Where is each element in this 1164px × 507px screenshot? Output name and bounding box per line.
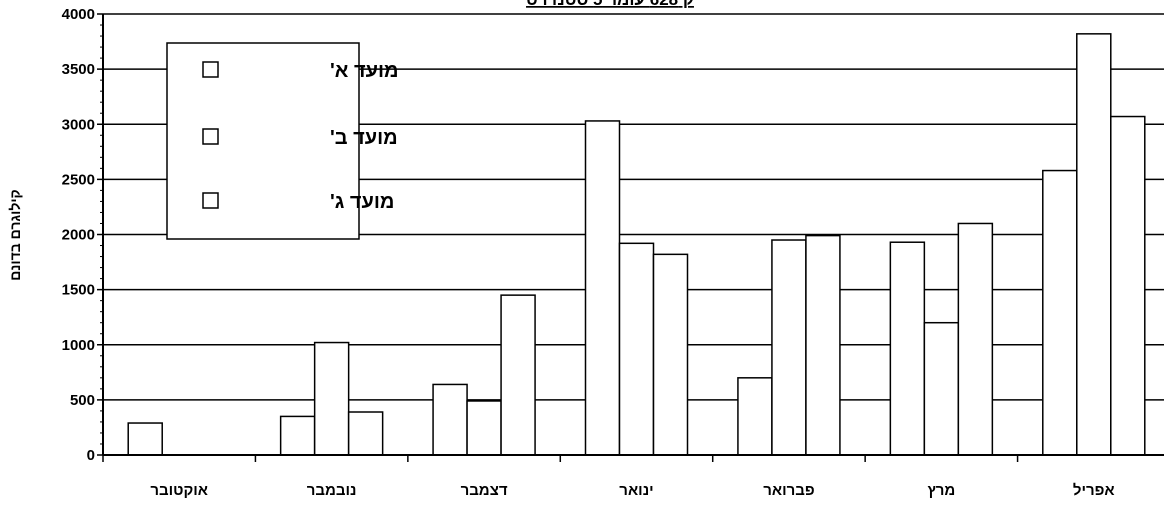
bar [500,294,536,456]
bar [1042,169,1078,456]
bar [771,239,807,456]
bar [279,415,316,456]
legend-label: מועד ג' [330,191,394,213]
y-tick-label: 2000 [62,227,95,244]
bar [805,234,841,456]
bar [618,242,655,456]
y-tick-label: 1500 [62,282,95,299]
y-tick-label: 4000 [62,6,95,23]
bar [1110,115,1146,456]
x-category-label: דצמבר [461,482,508,499]
x-category-label: ינואר [619,482,653,499]
legend-swatch [202,192,219,209]
bar [737,377,773,456]
x-category-label: נובמבר [307,482,357,499]
y-tick-label: 3000 [62,116,95,133]
bar [923,321,960,456]
bar [957,222,994,456]
x-category-label: מרץ [927,482,955,499]
bar [652,253,689,456]
bar [1076,33,1112,456]
legend-swatch [202,61,219,78]
y-tick-labels: 0 500 1000 1500 2000 2500 3000 3500 4000 [62,6,103,464]
bar [347,411,384,456]
legend-label: מועד א' [330,60,399,82]
y-tick-label: 0 [87,447,95,464]
y-tick-label: 2500 [62,171,95,188]
bar [889,241,926,456]
bars [127,33,1146,456]
bar [313,341,350,456]
chart-title: ק 628 עומר 5 סטנדרט [526,0,694,9]
x-category-label: אפריל [1073,482,1115,499]
bar [432,383,468,456]
bar [584,120,621,456]
y-tick-label: 1000 [62,337,95,354]
y-tick-label: 3500 [62,61,95,78]
legend-label: מועד ב' [330,127,398,149]
y-axis-label: קילוגרם בדונם [7,189,23,280]
legend-box [166,42,360,240]
bar [466,400,502,456]
bar [127,422,163,456]
x-category-labels: אוקטובר נובמבר דצמבר ינואר פברואר מרץ אפריל [150,482,1114,499]
legend-swatch [202,128,219,145]
x-category-label: אוקטובר [150,482,208,499]
y-tick-label: 500 [70,392,95,409]
x-category-label: פברואר [763,482,814,499]
legend: מועד א' מועד ב' מועד ג' [166,42,399,240]
